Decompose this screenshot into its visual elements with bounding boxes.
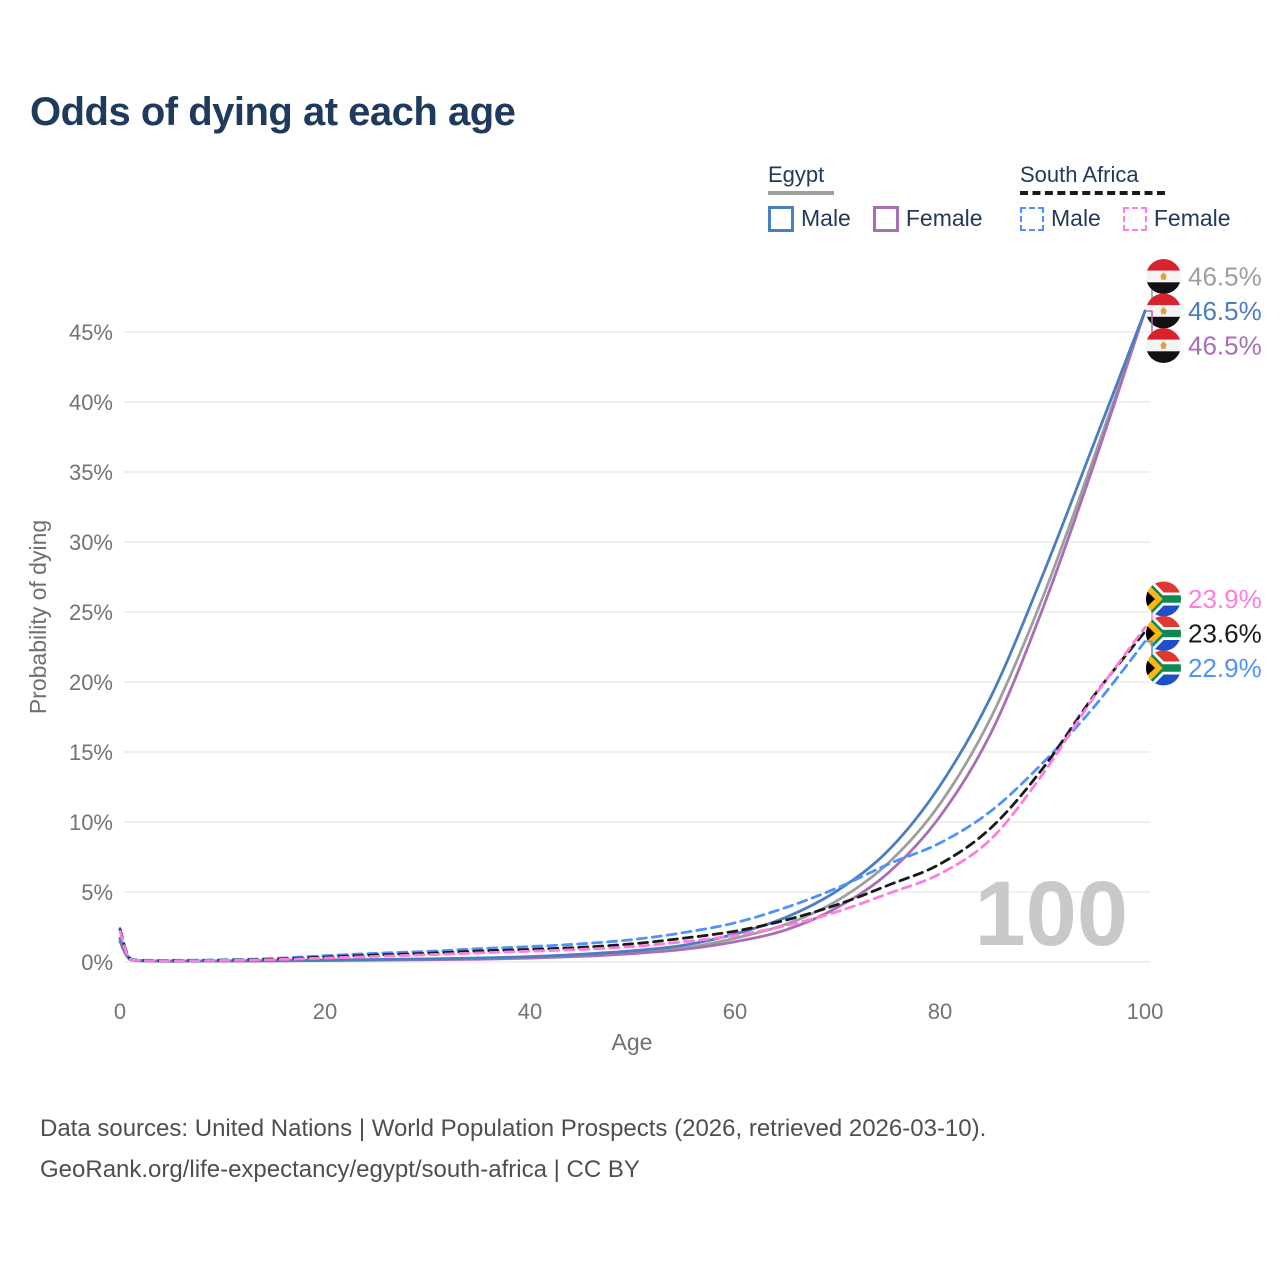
page-title: Odds of dying at each age — [30, 90, 516, 134]
end-label-value: 46.5% — [1188, 262, 1262, 292]
egypt-flag-icon — [1146, 328, 1181, 363]
legend-item-south-africa-male[interactable]: Male — [1020, 205, 1101, 232]
x-tick-label: 40 — [518, 999, 542, 1024]
y-tick-label: 25% — [69, 600, 113, 625]
series-lines — [118, 309, 1147, 963]
x-tick-label: 80 — [928, 999, 952, 1024]
end-label-value: 23.6% — [1188, 618, 1262, 648]
egypt-flag-icon — [1146, 259, 1181, 294]
age-cursor-watermark: 100 — [975, 863, 1129, 965]
end-label-value: 22.9% — [1188, 653, 1262, 683]
end-label-south-africa-male: 22.9% — [1139, 641, 1262, 690]
end-label-value: 46.5% — [1188, 331, 1262, 361]
legend-item-label: Female — [905, 205, 983, 231]
y-tick-label: 40% — [69, 390, 113, 415]
attribution-text: GeoRank.org/life-expectancy/egypt/south-… — [40, 1156, 640, 1183]
y-tick-label: 10% — [69, 810, 113, 835]
y-axis-title: Probability of dying — [25, 520, 51, 714]
legend-item-egypt-female[interactable]: Female — [872, 205, 983, 232]
legend-group-south-africa-title: South Africa — [1020, 162, 1139, 187]
axis-ticks: 0% 5% 10% 15% 20% 25% 30% 35% 40% 45% 0 20 40 60 80 100… — [25, 320, 1163, 1055]
legend-items-south-africa: Male Female — [1020, 205, 1253, 232]
y-tick-label: 15% — [69, 740, 113, 765]
end-label-south-africa: 23.6% — [1139, 611, 1262, 656]
legend-item-label: Male — [801, 205, 851, 231]
series-line-south-africa-female[interactable] — [118, 626, 1147, 963]
egypt-male-swatch-icon — [768, 205, 794, 232]
legend-item-label: Female — [1153, 205, 1231, 231]
south-africa-dashed-line-sample — [1020, 191, 1165, 195]
end-labels: 46.5% 46.5% 46.5% 23.9% 23.6% 22.9% — [1139, 259, 1262, 690]
legend-group-egypt-title: Egypt — [768, 162, 825, 187]
data-sources-text: Data sources: United Nations | World Pop… — [40, 1115, 987, 1142]
legend-group-egypt: Egypt Male Female — [768, 162, 1005, 232]
y-tick-label: 30% — [69, 530, 113, 555]
legend-group-south-africa: South Africa Male Female — [1020, 162, 1253, 232]
plot-area[interactable] — [120, 260, 1150, 965]
end-label-egypt-female: 46.5% — [1146, 310, 1262, 363]
y-tick-label: 0% — [81, 950, 113, 975]
x-tick-label: 0 — [114, 999, 126, 1024]
y-tick-label: 5% — [81, 880, 113, 905]
legend-item-south-africa-female[interactable]: Female — [1122, 205, 1231, 232]
egypt-female-swatch-icon — [872, 205, 899, 232]
x-axis-title: Age — [612, 1029, 653, 1055]
legend-items-egypt: Male Female — [768, 205, 1005, 232]
legend-item-label: Male — [1051, 205, 1101, 231]
x-tick-label: 60 — [723, 999, 747, 1024]
footer: Data sources: United Nations | World Pop… — [40, 1108, 986, 1190]
y-tick-label: 20% — [69, 670, 113, 695]
end-label-value: 46.5% — [1188, 296, 1262, 326]
age-cursor-layer: 100 — [975, 863, 1129, 965]
y-tick-label: 45% — [69, 320, 113, 345]
south-africa-male-swatch-icon — [1020, 206, 1044, 231]
end-label-value: 23.9% — [1188, 584, 1262, 614]
egypt-solid-line-sample — [768, 191, 834, 195]
legend-item-egypt-male[interactable]: Male — [768, 205, 851, 232]
x-tick-label: 20 — [313, 999, 337, 1024]
x-tick-label: 100 — [1127, 999, 1164, 1024]
end-label-egypt: 46.5% — [1146, 259, 1262, 312]
south-africa-female-swatch-icon — [1122, 206, 1147, 231]
end-label-egypt-male: 46.5% — [1146, 294, 1262, 329]
y-tick-label: 35% — [69, 460, 113, 485]
